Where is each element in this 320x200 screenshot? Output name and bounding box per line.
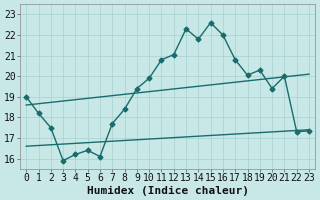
X-axis label: Humidex (Indice chaleur): Humidex (Indice chaleur) <box>87 186 249 196</box>
